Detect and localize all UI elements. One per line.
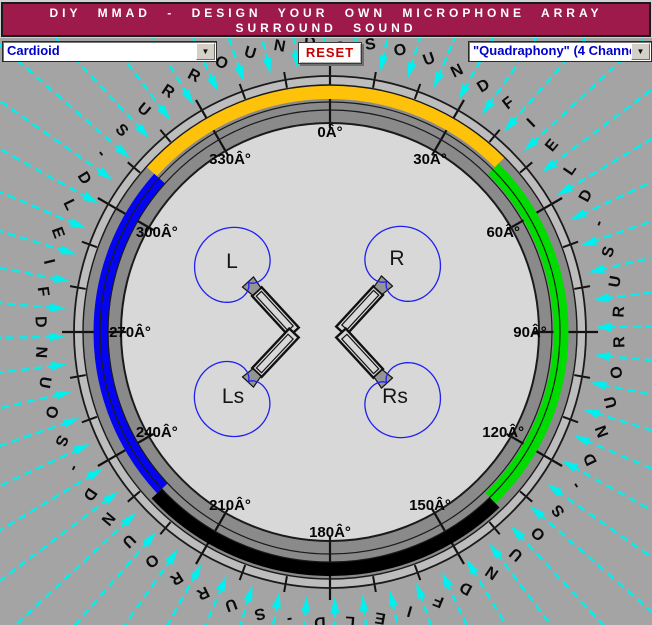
svg-text:S: S: [548, 501, 568, 520]
ring-outlines: [73, 75, 587, 589]
svg-text:D: D: [474, 76, 493, 97]
svg-text:L: L: [345, 612, 356, 625]
svg-text:R: R: [194, 582, 212, 603]
svg-text:O: O: [141, 550, 161, 571]
svg-text:F: F: [431, 591, 447, 611]
svg-text:U: U: [118, 530, 138, 550]
svg-text:90Â°: 90Â°: [513, 323, 547, 341]
mic-ls: Ls: [193, 326, 301, 438]
dial-rings: [74, 76, 586, 588]
svg-text:N: N: [98, 509, 118, 529]
svg-text:-: -: [93, 146, 110, 161]
svg-text:-: -: [590, 218, 608, 229]
coverage-arcs: [93, 85, 569, 576]
svg-text:L: L: [561, 161, 581, 179]
svg-text:D: D: [79, 485, 100, 504]
svg-text:30Â°: 30Â°: [413, 150, 447, 168]
inward-arrows: [0, 38, 652, 625]
svg-text:U: U: [602, 394, 621, 409]
svg-text:U: U: [35, 375, 54, 389]
svg-text:R: R: [610, 305, 628, 318]
mic-r: R: [334, 225, 442, 338]
svg-text:U: U: [507, 544, 527, 564]
svg-text:300Â°: 300Â°: [136, 223, 178, 241]
title-line-1: DIY MMAD - DESIGN YOUR OWN MICROPHONE AR…: [49, 6, 603, 20]
svg-text:I: I: [524, 116, 539, 131]
svg-text:N: N: [32, 346, 50, 359]
svg-text:R: R: [158, 81, 177, 102]
svg-text:D: D: [74, 169, 95, 188]
svg-text:L: L: [60, 197, 80, 213]
svg-text:U: U: [242, 43, 258, 63]
svg-text:S: S: [364, 38, 377, 54]
svg-text:120Â°: 120Â°: [482, 423, 524, 441]
svg-text:D: D: [457, 578, 475, 598]
svg-text:240Â°: 240Â°: [136, 423, 178, 441]
mic-label-rs: Rs: [382, 385, 408, 408]
pattern-dropdown-value: Cardioid: [7, 43, 60, 58]
svg-text:N: N: [448, 61, 466, 81]
svg-text:60Â°: 60Â°: [486, 223, 520, 241]
title-bar: DIY MMAD - DESIGN YOUR OWN MICROPHONE AR…: [1, 2, 651, 37]
svg-text:N: N: [483, 562, 502, 583]
svg-text:S: S: [112, 121, 132, 141]
right-coverage: [485, 163, 569, 504]
rear-coverage: [151, 488, 500, 576]
svg-text:U: U: [222, 595, 239, 615]
svg-text:330Â°: 330Â°: [209, 150, 251, 168]
svg-text:E: E: [48, 225, 68, 241]
mic-label-ls: Ls: [222, 385, 244, 408]
svg-text:U: U: [421, 50, 438, 70]
svg-text:D: D: [576, 187, 596, 205]
title-line-2: SURROUND SOUND: [235, 21, 417, 35]
svg-text:E: E: [373, 608, 387, 625]
degree-labels: 0Â° 30Â° 60Â° 90Â° 120Â° 150Â° 180Â° 210Â° 240Â°…: [109, 123, 547, 541]
channels-dropdown-value: "Quadraphony" (4 Channels: [473, 43, 632, 58]
svg-text:F: F: [499, 94, 517, 114]
mic-label-l: L: [226, 250, 238, 273]
svg-text:-: -: [567, 479, 584, 493]
chevron-down-icon[interactable]: ▼: [196, 43, 215, 60]
svg-text:I: I: [405, 602, 414, 620]
svg-text:S: S: [252, 604, 267, 623]
svg-text:-: -: [286, 610, 294, 625]
reset-button[interactable]: RESET: [298, 42, 362, 64]
svg-text:S: S: [51, 433, 71, 450]
svg-text:210Â°: 210Â°: [209, 496, 251, 514]
svg-text:N: N: [593, 423, 613, 440]
svg-text:R: R: [611, 336, 628, 349]
mic-label-r: R: [389, 247, 404, 270]
svg-text:S: S: [599, 244, 618, 259]
svg-text:-: -: [65, 462, 83, 475]
svg-text:D: D: [31, 316, 48, 328]
svg-text:O: O: [608, 365, 627, 380]
left-coverage: [93, 173, 169, 494]
svg-text:O: O: [41, 404, 61, 421]
svg-text:180Â°: 180Â°: [309, 523, 351, 541]
front-coverage: [146, 85, 505, 177]
svg-text:F: F: [34, 286, 52, 298]
svg-text:U: U: [134, 100, 154, 120]
svg-text:R: R: [167, 568, 186, 589]
svg-text:N: N: [272, 38, 286, 56]
svg-text:R: R: [185, 66, 204, 87]
svg-text:270Â°: 270Â°: [109, 323, 151, 341]
pattern-dropdown[interactable]: Cardioid ▼: [2, 41, 217, 62]
svg-text:I: I: [40, 258, 58, 266]
channels-dropdown[interactable]: "Quadraphony" (4 Channels ▼: [468, 41, 652, 62]
chevron-down-icon[interactable]: ▼: [631, 43, 650, 60]
svg-text:0Â°: 0Â°: [317, 123, 342, 141]
svg-text:D: D: [314, 613, 326, 625]
svg-text:O: O: [528, 523, 549, 544]
svg-text:E: E: [542, 136, 562, 155]
svg-text:O: O: [392, 41, 408, 61]
mic-rs: Rs: [334, 326, 442, 439]
svg-text:150Â°: 150Â°: [409, 496, 451, 514]
svg-text:U: U: [606, 274, 625, 288]
mic-array: L R Ls Rs: [193, 225, 442, 439]
surround-dial: S O UNDFIELD-SURROUND-SOUNDFIELD-SURROUND-…: [0, 38, 652, 625]
svg-text:D: D: [580, 450, 600, 468]
